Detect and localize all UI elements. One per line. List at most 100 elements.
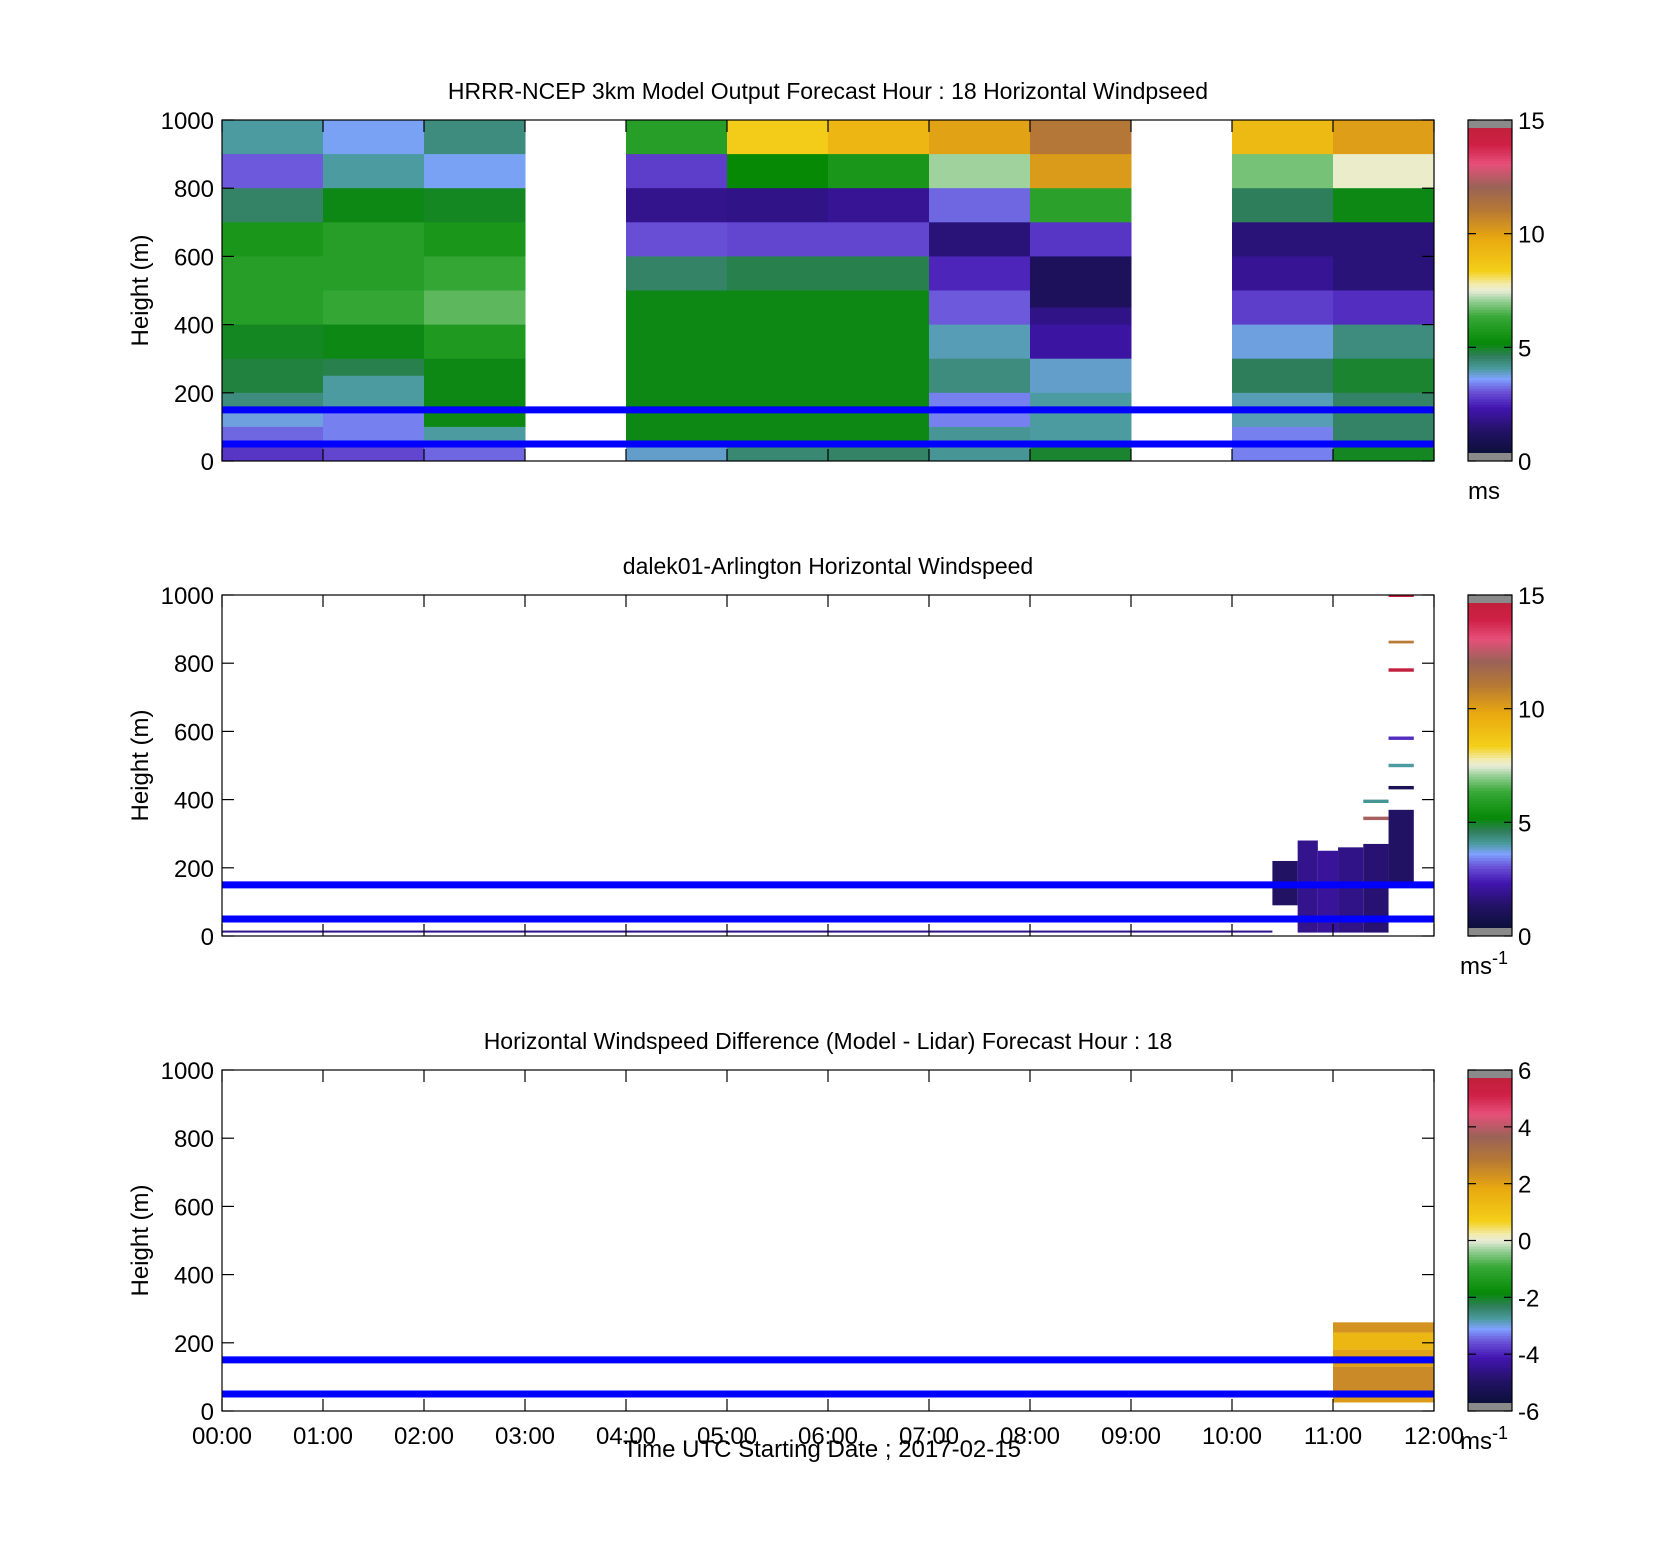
colorbar-swatch xyxy=(1468,366,1512,370)
colorbar-frame xyxy=(1467,119,1513,462)
colorbar-swatch xyxy=(1468,684,1512,688)
colorbar-swatch xyxy=(1468,830,1512,834)
colorbar-swatch xyxy=(1468,233,1512,237)
colorbar-swatch xyxy=(1468,1400,1512,1404)
colorbar-swatch xyxy=(1468,722,1512,726)
colorbar-swatch xyxy=(1468,686,1512,691)
heatmap-cell xyxy=(424,426,526,445)
colorbar-swatch xyxy=(1468,301,1512,305)
difference-panel: Horizontal Windspeed Difference (Model -… xyxy=(127,1028,1539,1455)
heatmap-cell xyxy=(222,930,1273,933)
y-tick-label: 400 xyxy=(174,1263,214,1290)
colorbar-swatch xyxy=(1468,1319,1512,1323)
colorbar-swatch xyxy=(1468,1310,1512,1315)
colorbar-swatch xyxy=(1468,605,1512,610)
colorbar-unit: ms xyxy=(1468,478,1500,505)
colorbar-swatch xyxy=(1468,890,1512,894)
colorbar-swatch xyxy=(1468,1105,1512,1109)
colorbar-swatch xyxy=(1468,285,1512,289)
colorbar-swatch xyxy=(1468,179,1512,183)
colorbar-swatch xyxy=(1468,138,1512,143)
heatmap-cell xyxy=(1232,222,1334,257)
colorbar-swatch xyxy=(1468,819,1512,823)
colorbar-swatch xyxy=(1468,247,1512,251)
colorbar-swatch xyxy=(1468,1324,1512,1328)
colorbar-swatch xyxy=(1468,1392,1512,1396)
colorbar-swatch xyxy=(1468,1373,1512,1377)
panel-title: dalek01-Arlington Horizontal Windspeed xyxy=(623,553,1033,579)
colorbar-swatch xyxy=(1468,130,1512,135)
colorbar-swatch xyxy=(1468,659,1512,664)
colorbar-swatch xyxy=(1468,1338,1512,1342)
colorbar-swatch xyxy=(1468,1080,1512,1085)
colorbar-swatch xyxy=(1468,724,1512,729)
colorbar-tick-label: 0 xyxy=(1518,1229,1531,1256)
colorbar-swatch xyxy=(1468,347,1512,351)
heatmap-cell xyxy=(424,222,526,257)
colorbar-swatch xyxy=(1468,754,1512,758)
heatmap-cell xyxy=(222,256,324,326)
colorbar-swatch xyxy=(1468,406,1512,411)
heatmap-cell xyxy=(626,290,728,445)
colorbar-swatch xyxy=(1468,1161,1512,1166)
colorbar-swatch xyxy=(1468,1308,1512,1312)
heatmap-cell xyxy=(323,290,425,326)
colorbar-swatch xyxy=(1468,155,1512,159)
heatmap-cell xyxy=(222,426,324,445)
colorbar-swatch xyxy=(1468,887,1512,891)
colorbar-swatch xyxy=(1468,868,1512,872)
x-tick-label: 07:00 xyxy=(899,1423,959,1450)
colorbar-swatch xyxy=(1468,1335,1512,1339)
heatmap-cells xyxy=(222,120,1435,462)
heatmap-cell xyxy=(1333,443,1435,462)
colorbar-swatch xyxy=(1468,792,1512,796)
x-axis-label: Time UTC Starting Date ; 2017-02-15 xyxy=(623,1436,1021,1463)
heatmap-cell xyxy=(1030,222,1132,257)
colorbar-swatch xyxy=(1468,881,1512,886)
colorbar-swatch xyxy=(1468,689,1512,693)
colorbar-swatch xyxy=(1468,1129,1512,1133)
y-tick-label: 800 xyxy=(174,176,214,203)
colorbar-swatch xyxy=(1468,1362,1512,1366)
colorbar-swatch xyxy=(1468,355,1512,359)
colorbar-swatch xyxy=(1468,705,1512,710)
colorbar-swatch xyxy=(1468,665,1512,669)
colorbar-swatch xyxy=(1468,442,1512,446)
heatmap-cell xyxy=(1333,188,1435,223)
heatmap-cell xyxy=(828,222,930,257)
colorbar-swatch xyxy=(1468,1370,1512,1374)
colorbar-swatch xyxy=(1468,1099,1512,1103)
colorbar-swatch xyxy=(1468,287,1512,292)
colorbar-swatch xyxy=(1468,428,1512,432)
colorbar-swatch xyxy=(1468,266,1512,270)
colorbar-swatch xyxy=(1468,1386,1512,1391)
colorbar-swatch xyxy=(1468,770,1512,775)
colorbar-swatch xyxy=(1468,922,1512,926)
colorbar-swatch xyxy=(1468,608,1512,612)
colorbar-swatch xyxy=(1468,190,1512,194)
colorbar-tick-label: -2 xyxy=(1518,1285,1539,1312)
colorbar: 0 5 10 15 ms-1 xyxy=(1460,583,1545,980)
colorbar-swatch xyxy=(1468,447,1512,451)
colorbar-swatch xyxy=(1468,787,1512,791)
colorbar-swatch xyxy=(1468,306,1512,311)
colorbar-swatch xyxy=(1468,187,1512,191)
colorbar-swatch xyxy=(1468,1140,1512,1144)
heatmap-cell xyxy=(323,188,425,223)
y-axis-label: Height (m) xyxy=(127,1184,154,1296)
colorbar-swatch xyxy=(1468,423,1512,427)
colorbar-swatch xyxy=(1468,1251,1512,1255)
colorbar-swatch xyxy=(1468,727,1512,731)
colorbar-swatch xyxy=(1468,857,1512,861)
heatmap-cell xyxy=(1333,1366,1434,1391)
y-axis-label: Height (m) xyxy=(127,709,154,821)
heatmap-cell xyxy=(1030,307,1132,326)
colorbar-swatch xyxy=(1468,1281,1512,1285)
colorbar-swatch xyxy=(1468,630,1512,634)
y-tick-label: 600 xyxy=(174,244,214,271)
heatmap-cell xyxy=(626,188,728,223)
colorbar-swatch xyxy=(1468,339,1512,343)
colorbar-swatch xyxy=(1468,1124,1512,1128)
colorbar-swatch xyxy=(1468,719,1512,723)
colorbar-swatch xyxy=(1468,244,1512,248)
